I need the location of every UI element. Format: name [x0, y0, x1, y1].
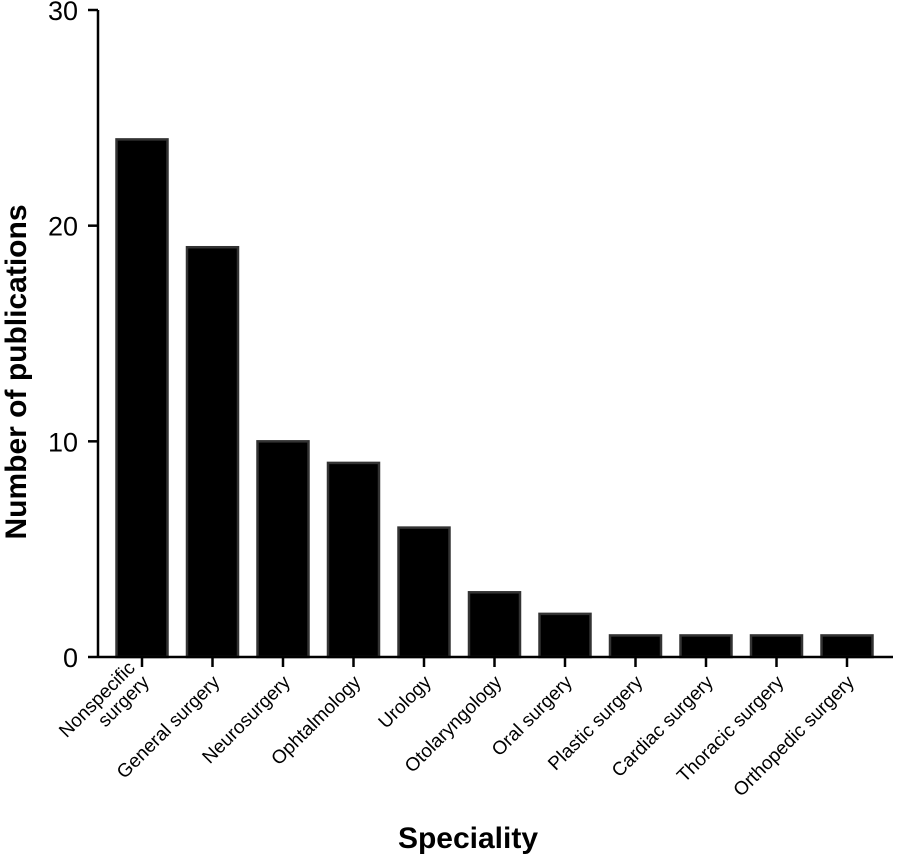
bar: [820, 634, 874, 659]
bars-group: [115, 138, 874, 659]
bar: [538, 612, 592, 659]
x-tick-label: Urology: [375, 672, 436, 733]
y-tick-label: 30: [48, 0, 78, 26]
bar: [749, 634, 804, 659]
bar: [256, 440, 310, 659]
bar: [608, 634, 663, 659]
bar: [185, 245, 240, 659]
bar: [115, 138, 169, 659]
x-axis-title: Speciality: [398, 822, 538, 855]
x-tick-label: Orthopedic surgery: [730, 672, 859, 801]
x-tick-label-line: Orthopedic surgery: [730, 672, 859, 801]
y-tick-label: 10: [48, 427, 78, 457]
y-ticks-group: 0 10 20 30: [48, 0, 98, 673]
bar: [679, 634, 733, 659]
y-tick-label: 20: [48, 212, 78, 242]
bar: [467, 591, 522, 659]
y-axis-title: Number of publications: [0, 204, 33, 539]
bar: [326, 461, 381, 659]
x-tick-label-line: Urology: [375, 672, 436, 733]
y-tick-label: 0: [63, 643, 78, 673]
bar: [397, 526, 451, 659]
